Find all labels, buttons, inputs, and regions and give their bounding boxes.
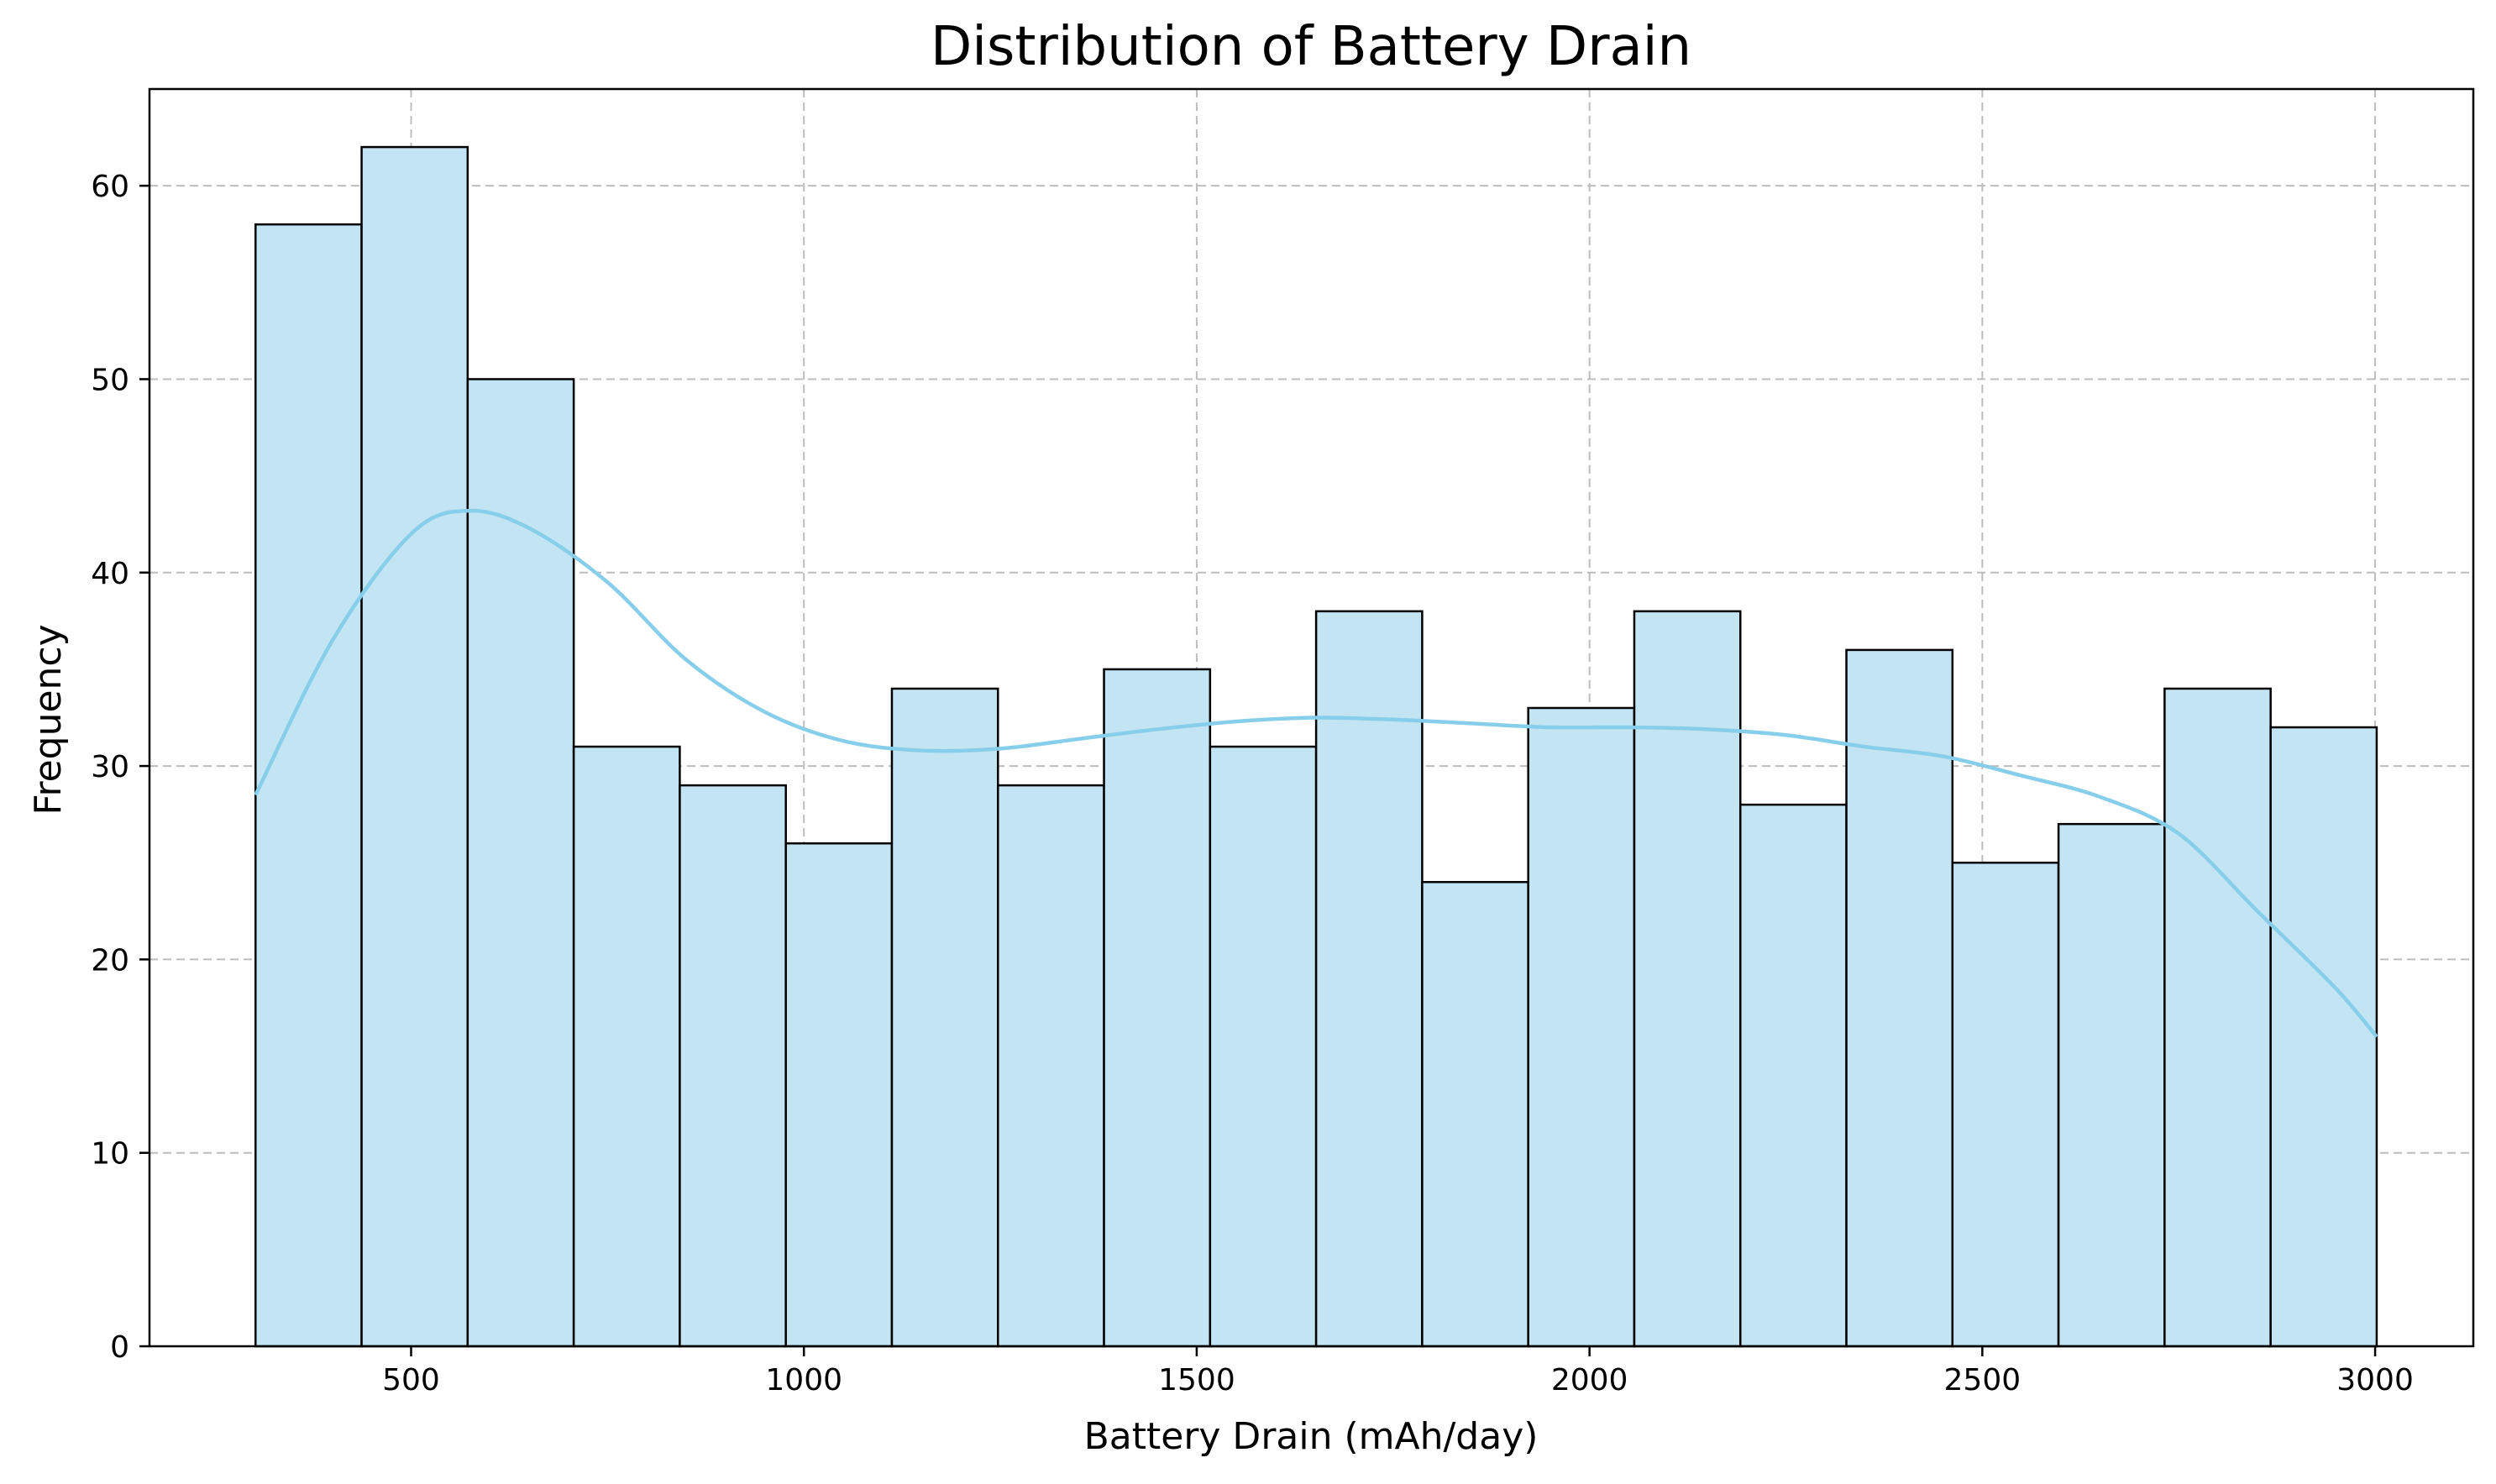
y-tick-label: 0: [110, 1330, 129, 1365]
y-axis-label: Frequency: [27, 624, 70, 815]
chart-title: Distribution of Battery Drain: [931, 16, 1691, 78]
histogram-bar: [1738, 803, 1848, 1348]
x-tick-label: 1000: [765, 1363, 842, 1397]
x-tick-label: 500: [382, 1363, 440, 1397]
y-tick-label: 20: [91, 943, 129, 978]
histogram-bar: [360, 145, 469, 1348]
y-tick-label: 10: [91, 1137, 129, 1172]
histogram-bar: [1421, 881, 1529, 1348]
histogram-bars: [254, 145, 2378, 1348]
plot-frame: [148, 87, 2475, 1348]
y-tick-label: 60: [91, 170, 129, 204]
y-tick-label: 50: [91, 363, 129, 397]
histogram-bar: [1209, 745, 1318, 1348]
histogram-bar: [572, 745, 681, 1348]
kde-curve-layer: [254, 508, 2378, 1038]
x-axis-ticks: 500 1000 1500 2000 2500 3000: [382, 1346, 2414, 1397]
histogram-bar: [784, 842, 894, 1348]
histogram-bar: [890, 687, 999, 1348]
x-axis-label: Battery Drain (mAh/day): [1084, 1415, 1539, 1458]
y-tick-label: 30: [91, 750, 129, 784]
x-tick-label: 2000: [1551, 1363, 1628, 1397]
x-tick-label: 3000: [2336, 1363, 2414, 1397]
y-tick-label: 40: [91, 557, 129, 591]
histogram-bar: [254, 223, 363, 1348]
kde-curve: [254, 508, 2378, 1038]
histogram-bar: [1633, 610, 1742, 1348]
y-axis-ticks: 0 10 20 30 40 50 60: [91, 170, 149, 1365]
histogram-bar: [997, 784, 1105, 1348]
histogram-bar: [1314, 610, 1424, 1348]
histogram-bar: [2057, 822, 2166, 1348]
x-tick-label: 2500: [1944, 1363, 2021, 1397]
histogram-bar: [1845, 648, 1954, 1348]
histogram-bar: [679, 784, 787, 1348]
x-tick-label: 1500: [1158, 1363, 1235, 1397]
histogram-bar: [1527, 706, 1636, 1348]
histogram-bar: [1103, 668, 1212, 1348]
histogram-bar: [1951, 861, 2060, 1348]
histogram-bar: [2269, 726, 2378, 1348]
histogram-bar: [2163, 687, 2272, 1348]
